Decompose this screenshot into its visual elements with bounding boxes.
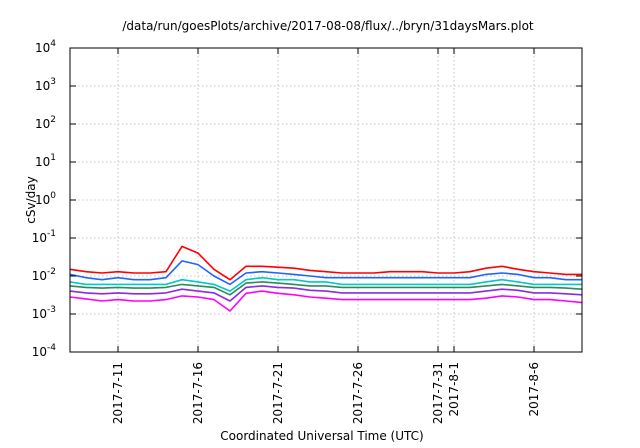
series-line-4	[69, 281, 583, 296]
grid-layer	[70, 48, 582, 352]
y-tick-exponent: 0	[50, 191, 56, 201]
y-tick-label: 102	[35, 115, 56, 131]
y-tick-base: 10	[32, 269, 47, 283]
y-tick-label: 10-1	[32, 229, 56, 245]
y-tick-label: 10-3	[32, 305, 56, 321]
y-tick-exponent: -1	[47, 229, 56, 239]
series-line-1	[69, 245, 582, 281]
y-tick-exponent: 1	[50, 153, 56, 163]
x-tick-label: 2017-7-16	[191, 362, 205, 424]
x-tick-layer: 2017-7-11 2017-7-16 2017-7-21 2017-7-26 2017…	[111, 48, 541, 424]
y-tick-exponent: 4	[50, 39, 56, 49]
series-line-2	[69, 260, 582, 286]
series-line-3	[69, 276, 582, 292]
x-axis-label: Coordinated Universal Time (UTC)	[220, 429, 423, 443]
y-tick-base: 10	[32, 231, 47, 245]
y-tick-base: 10	[32, 345, 47, 359]
y-tick-exponent: -2	[47, 267, 56, 277]
series-layer	[69, 245, 583, 312]
y-tick-base: 10	[35, 41, 50, 55]
series-line-6	[69, 290, 583, 312]
y-tick-label: 100	[35, 191, 56, 207]
x-tick-label: 2017-8-1	[447, 362, 461, 416]
y-tick-exponent: 3	[50, 77, 56, 87]
series-line-5	[69, 285, 583, 302]
y-tick-base: 10	[35, 117, 50, 131]
y-tick-label: 101	[35, 153, 56, 169]
y-tick-label: 10-4	[32, 343, 57, 359]
y-tick-base: 10	[35, 155, 50, 169]
x-tick-label: 2017-7-21	[271, 362, 285, 424]
y-tick-label: 104	[35, 39, 56, 55]
y-tick-exponent: 2	[50, 115, 56, 125]
y-tick-label: 103	[35, 77, 56, 93]
x-tick-label: 2017-7-31	[431, 362, 445, 424]
y-tick-exponent: -4	[47, 343, 56, 353]
y-tick-base: 10	[35, 79, 50, 93]
x-tick-label: 2017-7-26	[351, 362, 365, 424]
y-axis-label: cSv/day	[24, 176, 38, 223]
y-tick-label: 10-2	[32, 267, 56, 283]
x-tick-label: 2017-7-11	[111, 362, 125, 424]
chart-title: /data/run/goesPlots/archive/2017-08-08/f…	[122, 19, 534, 33]
x-tick-label: 2017-8-6	[527, 362, 541, 416]
y-tick-base: 10	[32, 307, 47, 321]
y-tick-exponent: -3	[47, 305, 56, 315]
y-tick-base: 10	[35, 193, 50, 207]
